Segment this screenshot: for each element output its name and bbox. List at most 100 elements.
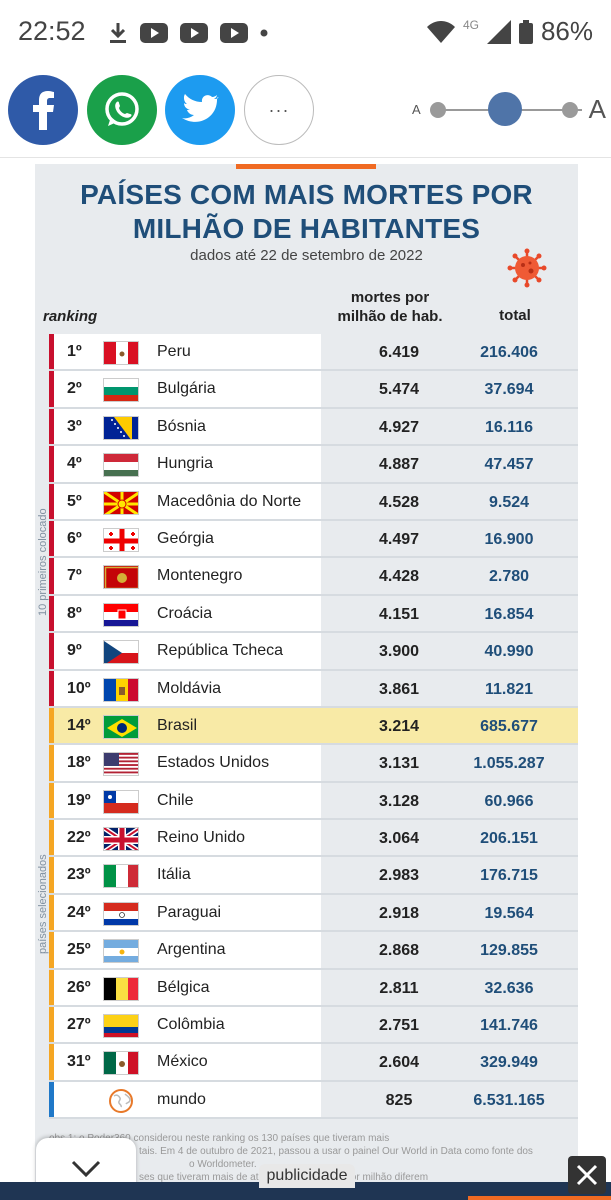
- row-bg: [49, 408, 321, 445]
- total-cell: 16.900: [484, 530, 534, 548]
- infographic-subtitle: dados até 22 de setembro de 2022: [190, 247, 423, 264]
- table-row: 5º Macedônia do Norte 4.528 9.524: [49, 483, 578, 521]
- deaths-cell: 3.214: [378, 717, 420, 735]
- more-share-button[interactable]: ···: [244, 75, 314, 145]
- total-cell: 11.821: [484, 680, 534, 698]
- table-row: 22º Reino Unido 3.064 206.151: [49, 820, 578, 858]
- total-cell: 16.116: [484, 418, 534, 436]
- mexico-flag-icon: [103, 1051, 139, 1076]
- row-bg: [49, 558, 321, 594]
- rank-cell: 31º: [67, 1053, 91, 1071]
- group-bar: [49, 520, 54, 557]
- deaths-cell: 4.151: [378, 605, 420, 623]
- deaths-cell: 2.751: [378, 1017, 420, 1035]
- slider-stop[interactable]: [430, 102, 446, 118]
- table-row: 7º Montenegro 4.428 2.780: [49, 558, 578, 596]
- more-icon: ···: [268, 99, 290, 120]
- share-bar: ··· A A: [0, 62, 611, 158]
- row-bg: [49, 446, 321, 482]
- row-bg: [49, 745, 321, 781]
- table-row: 24º Paraguai 2.918 19.564: [49, 894, 578, 933]
- rank-cell: 10º: [67, 679, 91, 697]
- rank-cell: 3º: [67, 417, 82, 435]
- table-row: 8º Croácia 4.151 16.854: [49, 595, 578, 634]
- rank-cell: 22º: [67, 829, 91, 847]
- header-ranking: ranking: [43, 308, 98, 325]
- side-label-selected: países selecionados: [37, 854, 49, 954]
- argentina-flag-icon: [103, 939, 139, 964]
- deaths-cell: 3.861: [378, 680, 420, 698]
- group-bar: [49, 670, 54, 706]
- header-total: total: [499, 307, 531, 324]
- facebook-share-button[interactable]: [8, 75, 78, 145]
- table-row: 10º Moldávia 3.861 11.821: [49, 670, 578, 708]
- header-deaths: mortes por milhão de hab.: [325, 288, 455, 326]
- country-cell: Moldávia: [157, 679, 222, 697]
- table-row: 31º México 2.604 329.949: [49, 1044, 578, 1082]
- belgium-flag-icon: [103, 976, 139, 1001]
- table-row: 2º Bulgária 5.474 37.694: [49, 371, 578, 409]
- table-row: 19º Chile 3.128 60.966: [49, 782, 578, 821]
- table-row: 27º Colômbia 2.751 141.746: [49, 1007, 578, 1045]
- row-bg: [49, 707, 321, 744]
- group-bar: [49, 1007, 54, 1043]
- table-row: 9º República Tcheca 3.900 40.990: [49, 633, 578, 671]
- slider-stop[interactable]: [562, 102, 578, 118]
- group-bar: [49, 558, 54, 594]
- wifi-icon: [426, 20, 455, 43]
- peru-flag-icon: [103, 341, 139, 365]
- total-cell: 206.151: [480, 830, 538, 848]
- close-ad-button[interactable]: [568, 1156, 606, 1194]
- row-bg: [49, 633, 321, 669]
- rank-cell: 6º: [67, 529, 82, 547]
- country-cell: Bélgica: [157, 978, 210, 996]
- row-bg: [49, 1044, 321, 1080]
- status-bar: 22:52 4G 86%: [0, 0, 611, 62]
- total-cell: 6.531.165: [473, 1091, 545, 1109]
- deaths-cell: 2.983: [378, 867, 420, 885]
- world-flag-icon: [103, 1088, 139, 1113]
- row-bg: [49, 334, 321, 370]
- side-label-top10: 10 primeiros colocado: [37, 508, 49, 616]
- row-bg: [49, 894, 321, 931]
- country-cell: Reino Unido: [157, 829, 246, 847]
- twitter-share-button[interactable]: [165, 75, 235, 145]
- total-cell: 2.780: [488, 568, 530, 586]
- youtube-icon: [180, 23, 208, 43]
- group-bar: [49, 371, 54, 407]
- deaths-cell: 2.868: [378, 942, 420, 960]
- dot-icon: [260, 29, 268, 37]
- ad-label: publicidade: [259, 1164, 355, 1188]
- deaths-cell: 4.528: [378, 493, 420, 511]
- row-bg: [49, 969, 321, 1006]
- total-cell: 216.406: [480, 344, 538, 361]
- table-row: 18º Estados Unidos 3.131 1.055.287: [49, 745, 578, 783]
- deaths-cell: 4.887: [378, 456, 420, 474]
- group-bar: [49, 595, 54, 632]
- slider-knob[interactable]: [488, 92, 522, 126]
- row-bg: [49, 857, 321, 893]
- country-cell: Montenegro: [157, 567, 243, 585]
- font-size-slider[interactable]: A A: [410, 90, 606, 130]
- rank-cell: 9º: [67, 642, 82, 660]
- deaths-cell: 2.604: [378, 1054, 420, 1072]
- rank-cell: 27º: [67, 1016, 91, 1034]
- rank-cell: 26º: [67, 978, 91, 996]
- accent-line: [236, 164, 376, 169]
- footnote-line: tais. Em 4 de outubro de 2021, passou a …: [139, 1146, 533, 1157]
- whatsapp-share-button[interactable]: [87, 75, 157, 145]
- bulgaria-flag-icon: [103, 378, 139, 403]
- ad-banner[interactable]: [0, 1182, 611, 1200]
- whatsapp-icon: [105, 92, 139, 126]
- table-row: 26º Bélgica 2.811 32.636: [49, 969, 578, 1008]
- deaths-cell: 4.927: [378, 418, 420, 436]
- network-label: 4G: [462, 17, 479, 32]
- group-bar: [49, 408, 54, 445]
- country-cell: Paraguai: [157, 903, 222, 921]
- rank-cell: 2º: [67, 380, 82, 398]
- total-cell: 32.636: [484, 979, 534, 997]
- country-cell: Bósnia: [157, 417, 206, 435]
- italy-flag-icon: [103, 864, 139, 889]
- group-bar: [49, 969, 54, 1006]
- uk-flag-icon: [103, 827, 139, 852]
